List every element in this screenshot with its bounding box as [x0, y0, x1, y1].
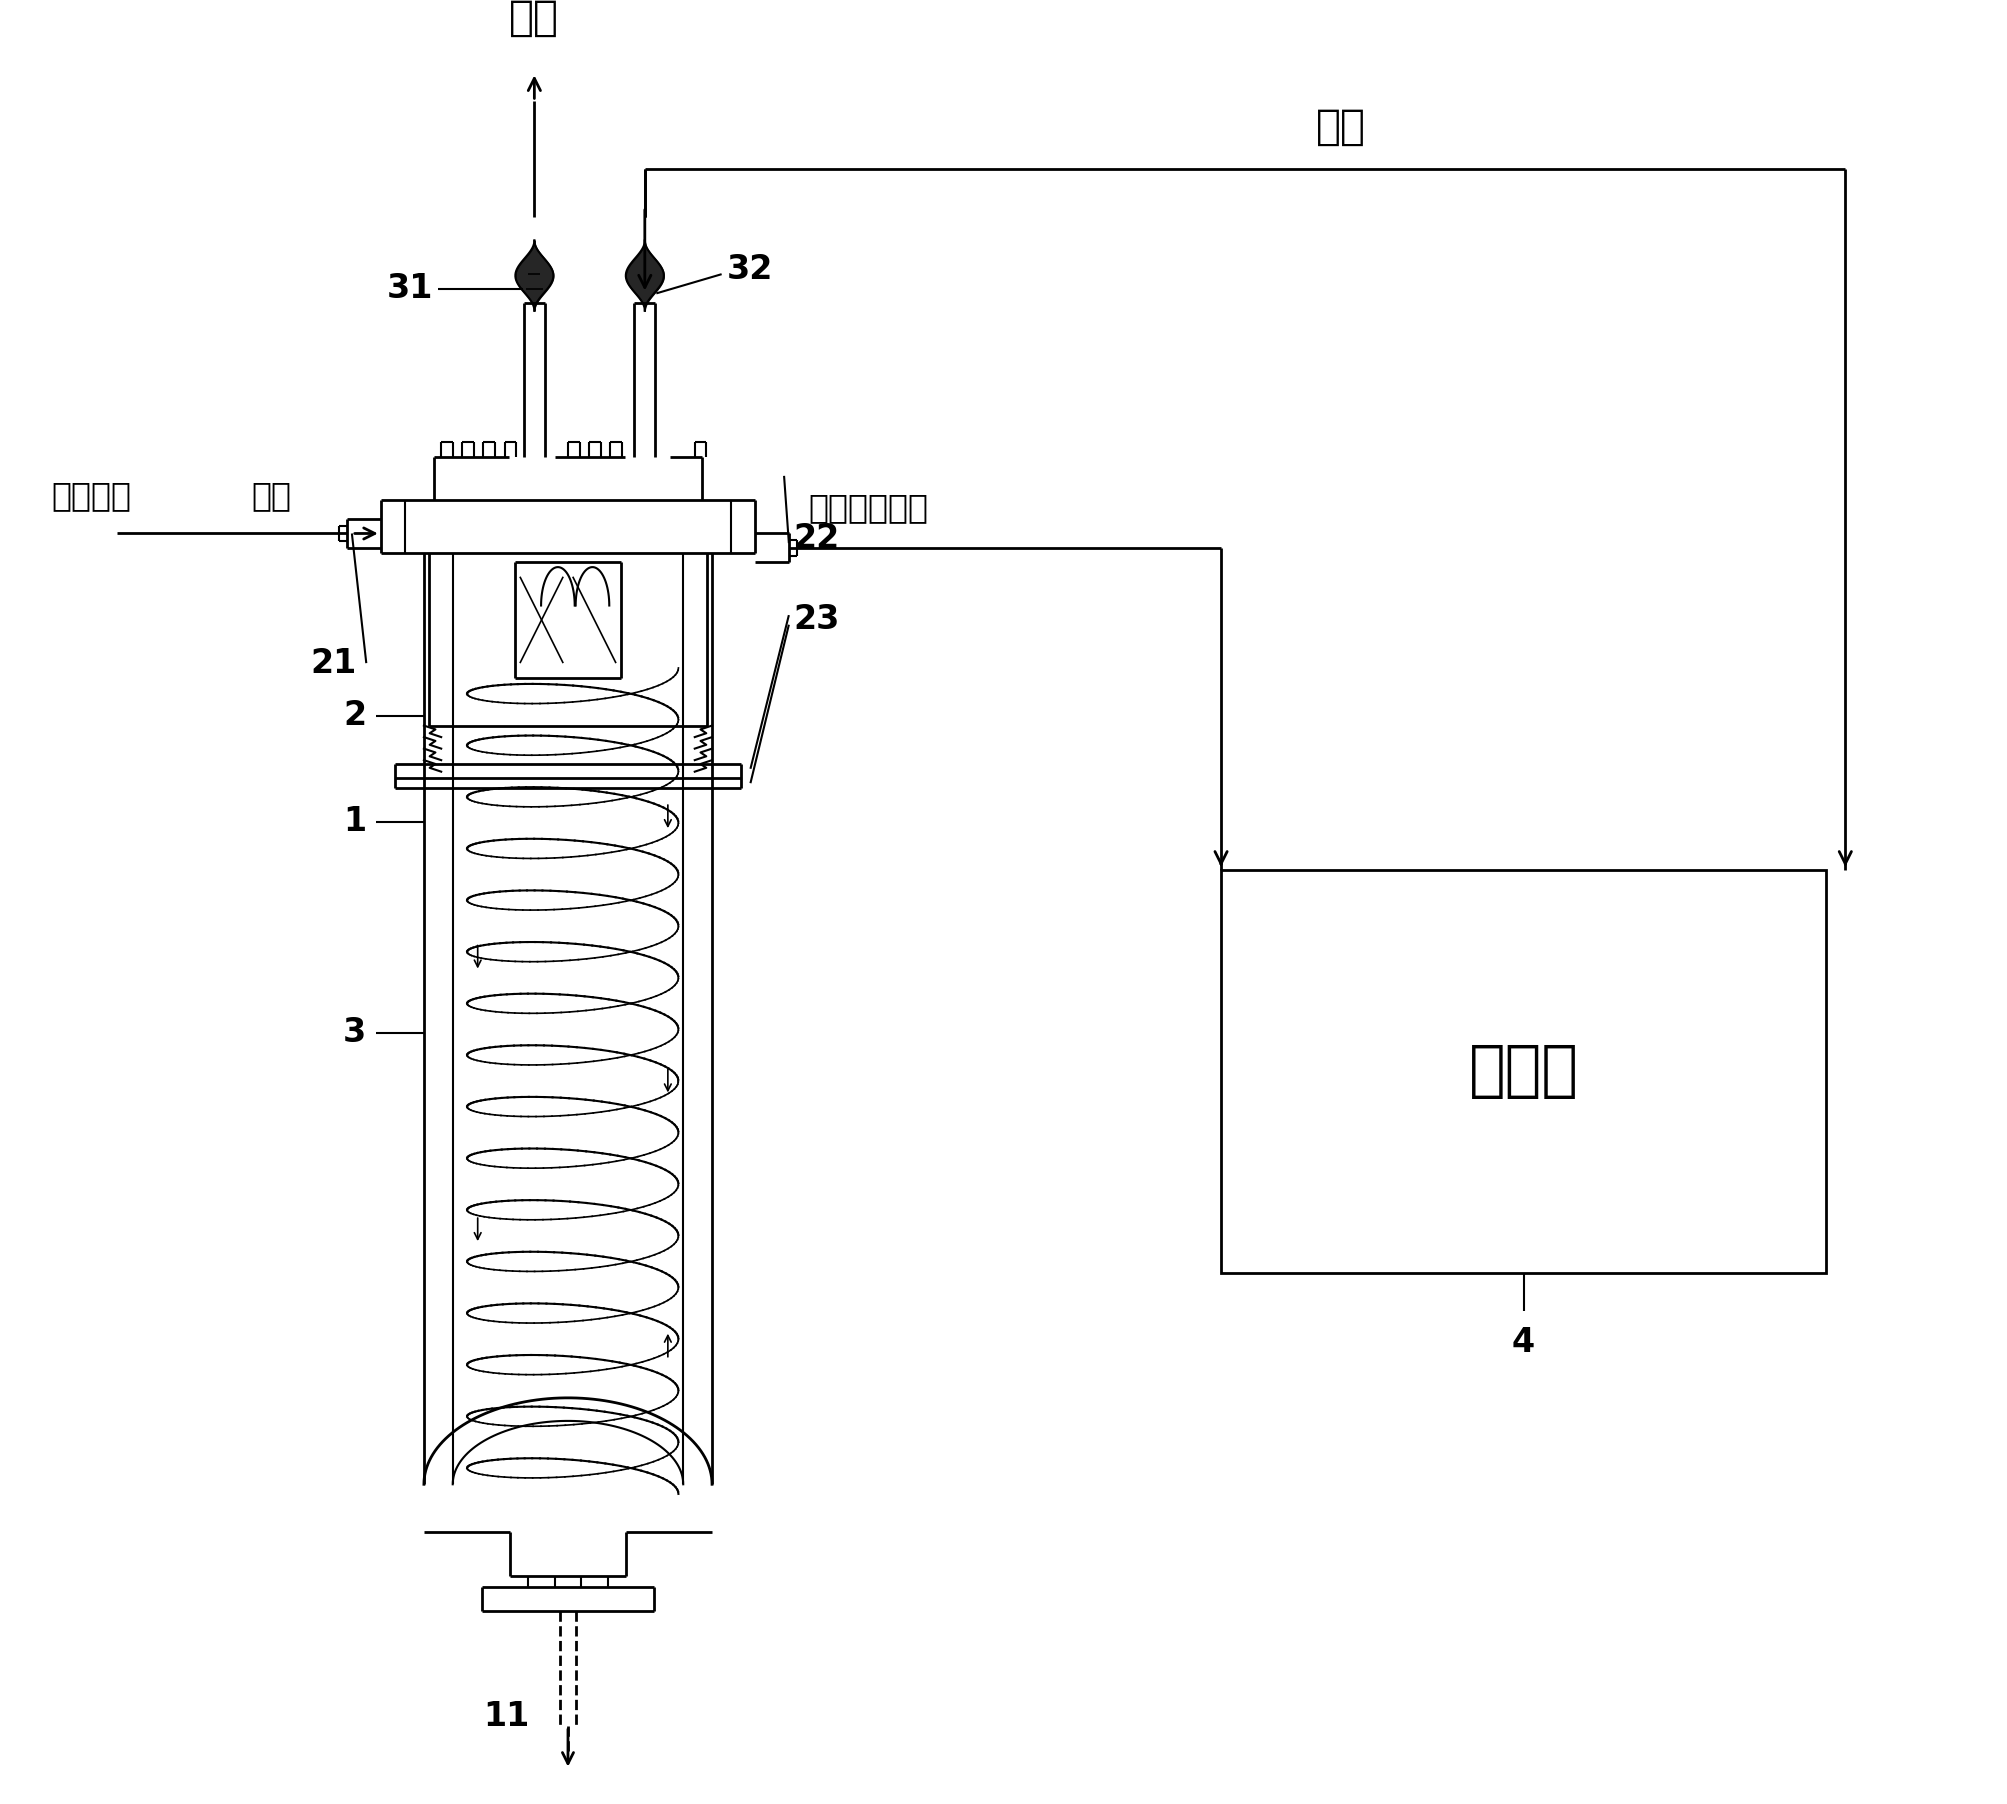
- Text: 开水: 开水: [1315, 105, 1365, 148]
- Text: 11: 11: [484, 1699, 530, 1734]
- Text: 32: 32: [727, 253, 773, 285]
- Text: 4: 4: [1511, 1326, 1535, 1358]
- Text: 开水器: 开水器: [1467, 1043, 1578, 1100]
- Text: 3: 3: [343, 1016, 365, 1050]
- Text: 经预热的冷水: 经预热的冷水: [807, 491, 927, 523]
- Bar: [1220, 870, 1824, 1274]
- Text: 1: 1: [343, 805, 365, 839]
- Text: 温水: 温水: [510, 0, 560, 40]
- Text: 23: 23: [793, 603, 839, 637]
- Text: 冷水: 冷水: [251, 480, 291, 512]
- Text: 31: 31: [387, 272, 434, 305]
- Text: 21: 21: [311, 646, 357, 680]
- Text: 2: 2: [343, 700, 365, 732]
- Text: 22: 22: [793, 521, 839, 556]
- Text: 冷水水源: 冷水水源: [52, 480, 130, 512]
